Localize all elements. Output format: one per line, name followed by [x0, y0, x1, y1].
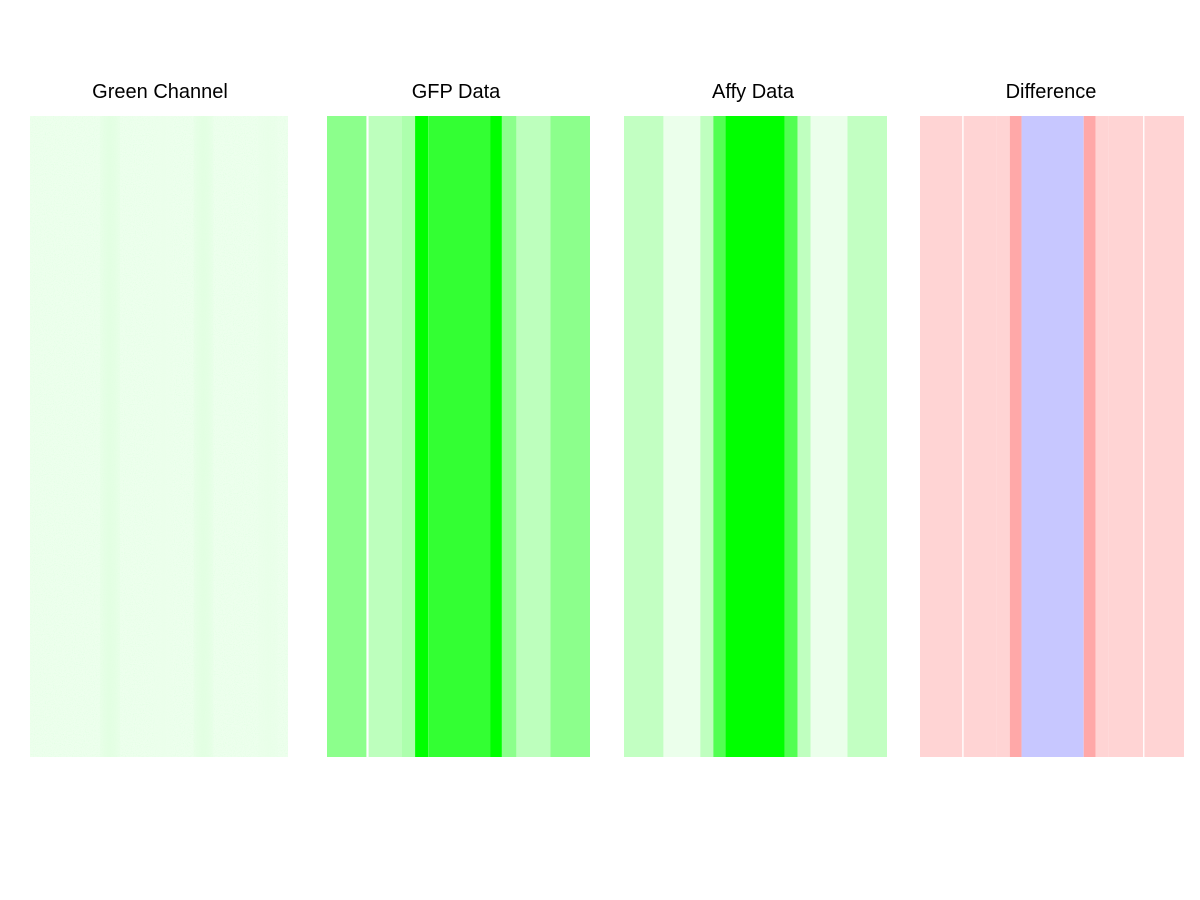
difference-band-7	[1108, 116, 1144, 757]
panel-gfp-data: GFP Data	[327, 81, 590, 757]
difference-band-6	[1095, 116, 1109, 757]
panel-title-gfp-data: GFP Data	[412, 81, 501, 103]
difference-band-5	[1083, 116, 1096, 757]
green-channel-stripe-0	[102, 116, 117, 757]
gfp-data-band-2	[402, 116, 416, 757]
difference-band-0	[920, 116, 963, 757]
panel-affy-data: Affy Data	[624, 81, 887, 757]
green-channel-stripe-2	[196, 116, 211, 757]
gfp-data-band-7	[516, 116, 551, 757]
difference-band-8	[1144, 116, 1184, 757]
affy-data-band-0	[624, 116, 664, 757]
difference-band-2	[996, 116, 1010, 757]
panel-title-affy-data: Affy Data	[712, 81, 795, 103]
affy-data-band-3	[713, 116, 726, 757]
difference-band-1	[963, 116, 997, 757]
gfp-data-band-8	[550, 116, 590, 757]
difference-band-4	[1021, 116, 1084, 757]
affy-data-band-1	[663, 116, 701, 757]
panel-area-affy-data	[624, 116, 887, 757]
gfp-data-band-0	[327, 116, 367, 757]
affy-data-band-4	[725, 116, 785, 757]
panel-area-gfp-data	[327, 116, 590, 757]
gfp-data-band-4	[428, 116, 491, 757]
gfp-data-band-1	[368, 116, 402, 757]
green-channel-stripe-3	[260, 116, 275, 757]
gfp-data-band-6	[501, 116, 517, 757]
panel-area-green-channel	[30, 116, 288, 757]
affy-data-band-5	[784, 116, 798, 757]
green-channel-stripe-1	[156, 116, 171, 757]
affy-data-band-2	[700, 116, 714, 757]
panel-title-difference: Difference	[1006, 81, 1097, 103]
affy-data-band-6	[797, 116, 811, 757]
panel-area-difference	[920, 116, 1184, 757]
difference-band-3	[1009, 116, 1022, 757]
panel-green-channel: Green Channel	[30, 81, 288, 757]
affy-data-band-7	[810, 116, 848, 757]
panel-title-green-channel: Green Channel	[92, 81, 228, 103]
panel-difference: Difference	[920, 81, 1184, 757]
gfp-data-band-5	[490, 116, 502, 757]
gfp-data-band-3	[415, 116, 429, 757]
affy-data-band-8	[847, 116, 887, 757]
